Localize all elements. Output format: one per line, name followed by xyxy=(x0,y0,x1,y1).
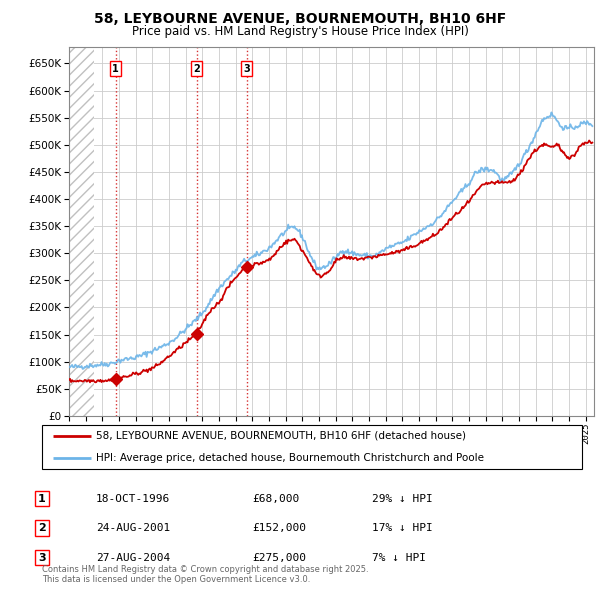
Text: 7% ↓ HPI: 7% ↓ HPI xyxy=(372,553,426,562)
Text: Contains HM Land Registry data © Crown copyright and database right 2025.
This d: Contains HM Land Registry data © Crown c… xyxy=(42,565,368,584)
Text: 24-AUG-2001: 24-AUG-2001 xyxy=(96,523,170,533)
Text: 27-AUG-2004: 27-AUG-2004 xyxy=(96,553,170,562)
Text: HPI: Average price, detached house, Bournemouth Christchurch and Poole: HPI: Average price, detached house, Bour… xyxy=(96,453,484,463)
Text: £275,000: £275,000 xyxy=(252,553,306,562)
Text: 2: 2 xyxy=(38,523,46,533)
Text: Price paid vs. HM Land Registry's House Price Index (HPI): Price paid vs. HM Land Registry's House … xyxy=(131,25,469,38)
Text: 58, LEYBOURNE AVENUE, BOURNEMOUTH, BH10 6HF (detached house): 58, LEYBOURNE AVENUE, BOURNEMOUTH, BH10 … xyxy=(96,431,466,441)
Text: £68,000: £68,000 xyxy=(252,494,299,503)
Text: 29% ↓ HPI: 29% ↓ HPI xyxy=(372,494,433,503)
Text: 18-OCT-1996: 18-OCT-1996 xyxy=(96,494,170,503)
Text: 17% ↓ HPI: 17% ↓ HPI xyxy=(372,523,433,533)
Text: 3: 3 xyxy=(243,64,250,74)
Text: 3: 3 xyxy=(38,553,46,562)
Text: 1: 1 xyxy=(38,494,46,503)
Text: 58, LEYBOURNE AVENUE, BOURNEMOUTH, BH10 6HF: 58, LEYBOURNE AVENUE, BOURNEMOUTH, BH10 … xyxy=(94,12,506,26)
Text: 1: 1 xyxy=(112,64,119,74)
Text: £152,000: £152,000 xyxy=(252,523,306,533)
FancyBboxPatch shape xyxy=(42,425,582,469)
Text: 2: 2 xyxy=(193,64,200,74)
